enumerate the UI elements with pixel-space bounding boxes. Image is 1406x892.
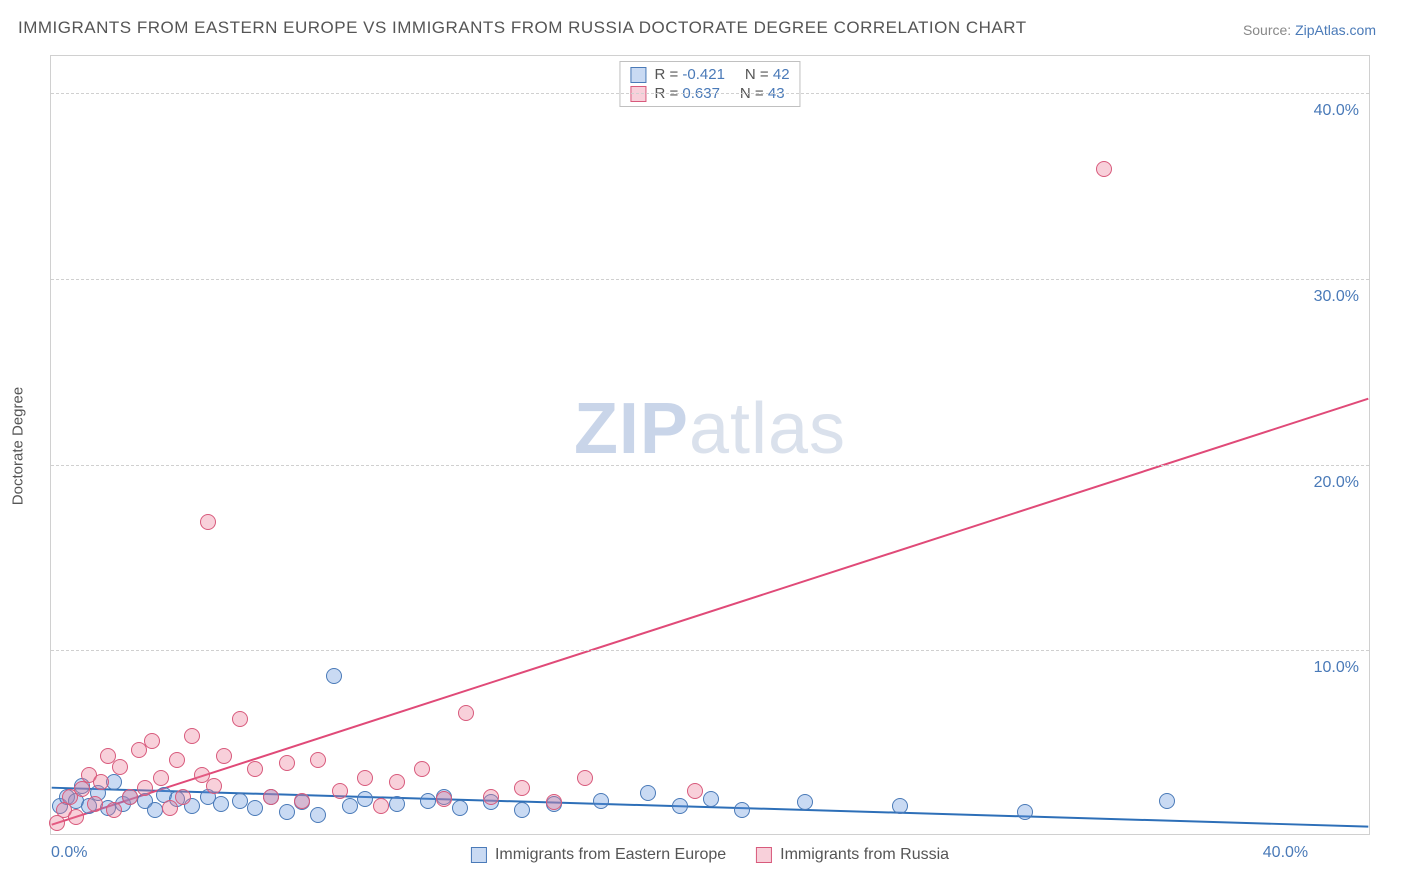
data-point	[1159, 793, 1175, 809]
legend-correlation-row: R = -0.421 N = 42	[630, 65, 789, 84]
data-point	[546, 794, 562, 810]
data-point	[247, 800, 263, 816]
ytick-label: 40.0%	[1314, 102, 1359, 120]
data-point	[1096, 161, 1112, 177]
data-point	[232, 793, 248, 809]
data-point	[414, 761, 430, 777]
data-point	[232, 711, 248, 727]
legend-series: Immigrants from Eastern Europe Immigrants…	[471, 846, 949, 864]
legend-n: N = 42	[745, 66, 790, 83]
source-label: Source:	[1243, 22, 1291, 38]
data-point	[436, 791, 452, 807]
ytick-label: 10.0%	[1314, 659, 1359, 677]
gridline	[51, 93, 1369, 94]
data-point	[420, 793, 436, 809]
data-point	[93, 774, 109, 790]
gridline	[51, 465, 1369, 466]
legend-series-item: Immigrants from Eastern Europe	[471, 846, 726, 864]
data-point	[514, 780, 530, 796]
data-point	[483, 789, 499, 805]
legend-correlation: R = -0.421N = 42R = 0.637N = 43	[619, 61, 800, 107]
data-point	[332, 783, 348, 799]
trend-line	[52, 399, 1369, 825]
xtick-label: 0.0%	[51, 844, 87, 862]
data-point	[200, 514, 216, 530]
data-point	[373, 798, 389, 814]
legend-series-label: Immigrants from Eastern Europe	[495, 846, 726, 864]
source-attribution: Source: ZipAtlas.com	[1243, 22, 1376, 38]
data-point	[357, 770, 373, 786]
gridline	[51, 279, 1369, 280]
data-point	[87, 796, 103, 812]
data-point	[734, 802, 750, 818]
data-point	[389, 796, 405, 812]
data-point	[342, 798, 358, 814]
data-point	[1017, 804, 1033, 820]
data-point	[162, 800, 178, 816]
data-point	[263, 789, 279, 805]
ytick-label: 30.0%	[1314, 288, 1359, 306]
ytick-label: 20.0%	[1314, 474, 1359, 492]
data-point	[797, 794, 813, 810]
trend-lines	[51, 56, 1369, 834]
data-point	[279, 804, 295, 820]
data-point	[184, 728, 200, 744]
plot-area: ZIPatlas R = -0.421N = 42R = 0.637N = 43…	[50, 55, 1370, 835]
data-point	[112, 759, 128, 775]
xtick-label: 40.0%	[1263, 844, 1308, 862]
data-point	[514, 802, 530, 818]
data-point	[640, 785, 656, 801]
legend-swatch	[630, 67, 646, 83]
data-point	[279, 755, 295, 771]
legend-swatch	[471, 847, 487, 863]
data-point	[310, 807, 326, 823]
legend-series-label: Immigrants from Russia	[780, 846, 949, 864]
data-point	[892, 798, 908, 814]
data-point	[137, 780, 153, 796]
data-point	[247, 761, 263, 777]
data-point	[175, 789, 191, 805]
data-point	[169, 752, 185, 768]
data-point	[216, 748, 232, 764]
data-point	[153, 770, 169, 786]
data-point	[452, 800, 468, 816]
data-point	[577, 770, 593, 786]
watermark: ZIPatlas	[574, 388, 846, 470]
data-point	[68, 809, 84, 825]
data-point	[213, 796, 229, 812]
data-point	[147, 802, 163, 818]
source-value: ZipAtlas.com	[1295, 22, 1376, 38]
data-point	[703, 791, 719, 807]
data-point	[593, 793, 609, 809]
data-point	[122, 789, 138, 805]
data-point	[106, 802, 122, 818]
data-point	[672, 798, 688, 814]
data-point	[389, 774, 405, 790]
data-point	[310, 752, 326, 768]
data-point	[206, 778, 222, 794]
legend-swatch	[756, 847, 772, 863]
legend-r: R = -0.421	[654, 66, 724, 83]
chart-title: IMMIGRANTS FROM EASTERN EUROPE VS IMMIGR…	[18, 18, 1027, 38]
data-point	[458, 705, 474, 721]
data-point	[144, 733, 160, 749]
legend-series-item: Immigrants from Russia	[756, 846, 949, 864]
data-point	[294, 793, 310, 809]
yaxis-label: Doctorate Degree	[10, 387, 27, 505]
data-point	[326, 668, 342, 684]
data-point	[687, 783, 703, 799]
data-point	[74, 781, 90, 797]
gridline	[51, 650, 1369, 651]
data-point	[357, 791, 373, 807]
